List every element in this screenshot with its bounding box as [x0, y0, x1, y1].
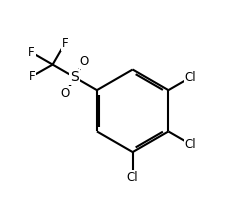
Text: O: O [79, 55, 88, 68]
Text: Cl: Cl [126, 171, 138, 184]
Text: F: F [28, 46, 35, 59]
Text: O: O [61, 87, 70, 100]
Text: Cl: Cl [184, 138, 196, 151]
Text: Cl: Cl [184, 71, 196, 84]
Text: S: S [70, 70, 79, 84]
Text: F: F [28, 70, 35, 83]
Text: F: F [61, 37, 68, 50]
